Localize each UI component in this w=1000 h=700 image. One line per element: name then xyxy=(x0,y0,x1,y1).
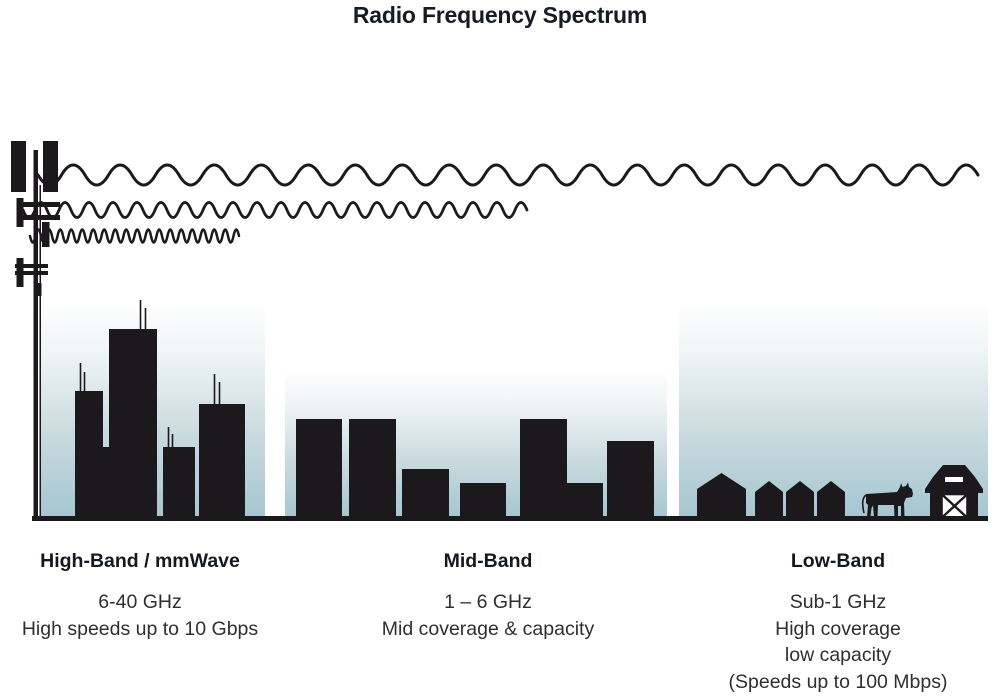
high-band-frequency: 6-40 GHz xyxy=(98,591,182,613)
medium-wavelength-wave-icon xyxy=(21,201,529,219)
band-label-low-band: Low-Band Sub-1 GHz High coverage low cap… xyxy=(708,550,968,695)
long-wavelength-wave-icon xyxy=(36,163,980,187)
low-band-frequency: Sub-1 GHz xyxy=(789,591,887,613)
cell-tower-icon xyxy=(11,141,60,518)
low-band-details: Sub-1 GHz High coverage low capacity (Sp… xyxy=(708,589,968,695)
city-skyline-icon xyxy=(75,300,245,518)
low-band-coverage: High coverage xyxy=(775,617,901,640)
town-skyline-icon xyxy=(296,419,654,518)
high-band-speed: High speeds up to 10 Gbps xyxy=(21,617,259,640)
low-band-speed: (Speeds up to 100 Mbps) xyxy=(728,670,948,693)
barn-icon xyxy=(925,465,983,520)
band-label-mid-band: Mid-Band 1 – 6 GHz Mid coverage & capaci… xyxy=(368,550,608,642)
houses-icon xyxy=(697,473,845,518)
low-band-capacity: low capacity xyxy=(784,644,892,666)
cow-icon xyxy=(861,482,913,517)
band-label-high-band: High-Band / mmWave 6-40 GHz High speeds … xyxy=(10,550,270,642)
short-wavelength-wave-icon xyxy=(28,228,241,244)
mid-band-heading: Mid-Band xyxy=(443,550,533,572)
ground-line xyxy=(32,516,988,521)
mid-band-frequency: 1 – 6 GHz xyxy=(444,591,532,613)
high-band-heading: High-Band / mmWave xyxy=(40,550,240,572)
low-band-heading: Low-Band xyxy=(790,550,886,572)
mid-band-coverage: Mid coverage & capacity xyxy=(381,617,595,640)
page-title: Radio Frequency Spectrum xyxy=(352,2,648,28)
high-band-details: 6-40 GHz High speeds up to 10 Gbps xyxy=(10,589,270,642)
mid-band-details: 1 – 6 GHz Mid coverage & capacity xyxy=(368,589,608,642)
